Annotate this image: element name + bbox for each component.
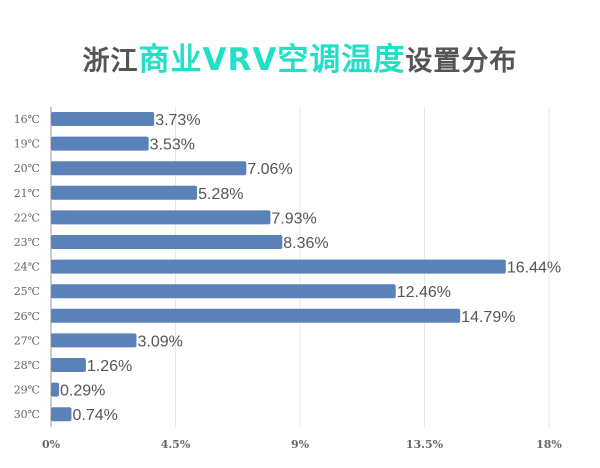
y-category-label: 25℃ <box>14 285 40 298</box>
bar <box>51 333 137 348</box>
bar <box>51 382 60 397</box>
title-part-2: 商业VRV空调温度 <box>138 42 406 78</box>
x-tick-label: 9% <box>291 438 310 451</box>
y-category-label: 24℃ <box>14 261 40 274</box>
title-part-3: 设置分布 <box>405 46 518 77</box>
data-label: 7.06% <box>247 161 292 178</box>
data-label: 3.73% <box>155 112 200 129</box>
bar <box>51 210 271 225</box>
bar <box>51 112 155 126</box>
y-category-label: 19℃ <box>14 138 40 151</box>
chart-title: 浙江商业VRV空调温度设置分布 <box>0 34 600 79</box>
data-label: 5.28% <box>198 186 243 203</box>
x-tick-label: 0% <box>42 438 61 451</box>
bar <box>51 259 506 274</box>
y-category-label: 22℃ <box>14 211 40 224</box>
y-category-label: 16℃ <box>14 113 40 126</box>
data-label: 0.29% <box>60 383 105 400</box>
y-category-label: 28℃ <box>14 359 40 372</box>
bar <box>51 284 396 299</box>
y-category-label: 21℃ <box>14 187 40 200</box>
bar <box>51 308 461 323</box>
data-label: 7.93% <box>271 210 316 227</box>
bar <box>51 358 86 372</box>
x-tick-label: 18% <box>536 438 562 451</box>
bar <box>51 136 149 151</box>
data-label: 3.09% <box>137 333 182 350</box>
y-category-label: 20℃ <box>14 162 40 175</box>
bar <box>51 407 72 422</box>
bar <box>51 185 198 200</box>
y-category-label: 26℃ <box>14 310 40 323</box>
data-label: 14.79% <box>461 309 515 326</box>
y-category-label: 23℃ <box>14 236 40 249</box>
data-label: 3.53% <box>150 137 195 154</box>
data-label: 8.36% <box>283 235 328 252</box>
data-label: 0.74% <box>72 407 117 424</box>
bar <box>51 161 247 176</box>
data-label: 1.26% <box>87 358 132 375</box>
title-part-1: 浙江 <box>82 46 139 77</box>
x-tick-label: 4.5% <box>161 438 191 451</box>
y-category-label: 30℃ <box>14 408 40 421</box>
y-category-label: 27℃ <box>14 334 40 347</box>
data-label: 16.44% <box>507 260 561 277</box>
x-tick-label: 13.5% <box>406 438 444 451</box>
y-category-label: 29℃ <box>14 384 40 397</box>
bar <box>51 235 283 249</box>
data-label: 12.46% <box>397 284 451 301</box>
